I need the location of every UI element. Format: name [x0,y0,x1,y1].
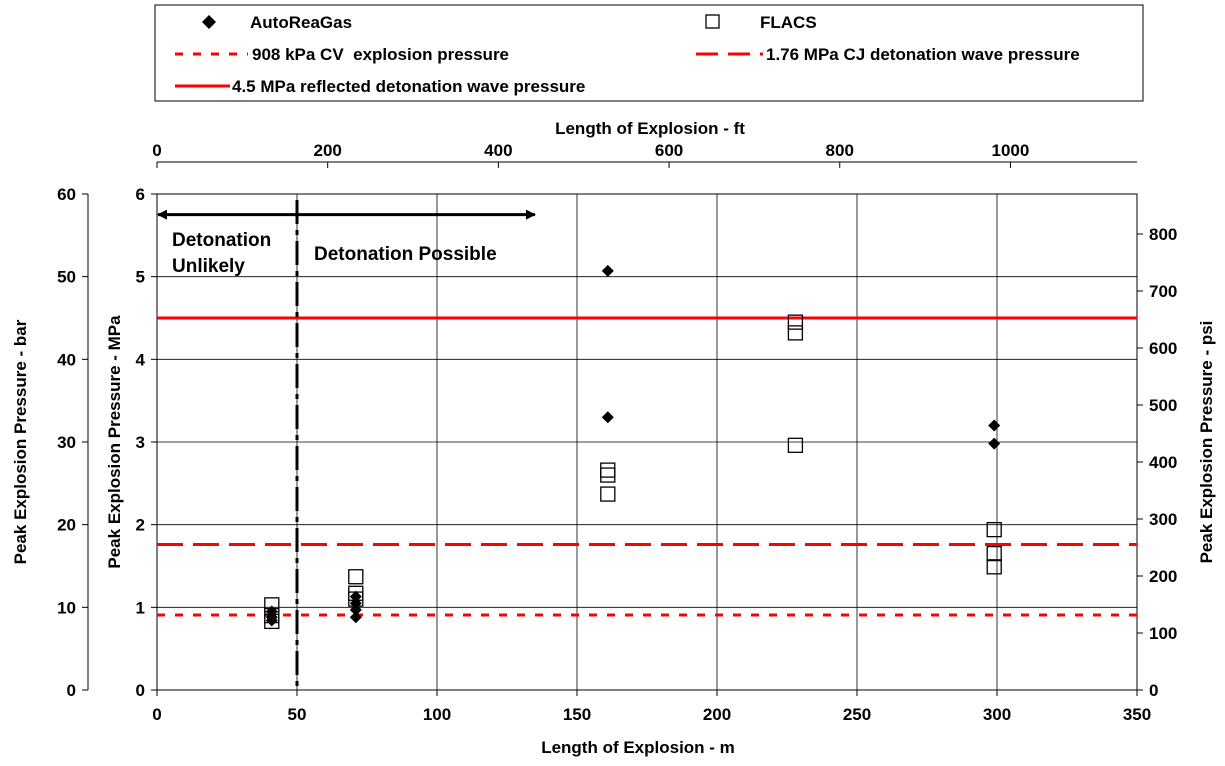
data-point-flacs [986,559,1002,575]
data-point-flacs [264,613,280,630]
data-point-autoreagas [349,611,362,624]
data-point-autoreagas [349,603,362,616]
y-axis-title-mpa: Peak Explosion Pressure - MPa [105,315,124,569]
data-point-flacs [348,569,364,585]
x-tick-label: 100 [423,705,451,724]
data-point-flacs [787,437,804,453]
data-point-autoreagas [988,437,1001,450]
x-tick-label: 50 [288,705,307,724]
x-tick-label: 0 [152,705,161,724]
y-tick-label-bar: 50 [57,268,76,287]
x2-tick-label: 200 [313,141,341,160]
legend-label-cj: 1.76 MPa CJ detonation wave pressure [766,45,1080,64]
y-tick-label-psi: 200 [1149,567,1177,586]
x-tick-label: 200 [703,705,731,724]
x-tick-label: 150 [563,705,591,724]
y-tick-label-mpa: 4 [136,350,146,369]
data-point-flacs [264,597,280,613]
y-axis-title-psi: Peak Explosion Pressure - psi [1197,321,1216,564]
x-tick-label: 300 [983,705,1011,724]
data-point-autoreagas [988,419,1001,432]
grid [82,161,1143,696]
x2-tick-label: 400 [484,141,512,160]
y-tick-label-mpa: 3 [136,433,145,452]
x2-tick-label: 800 [826,141,854,160]
y-tick-label-bar: 20 [57,516,76,535]
y-tick-label-mpa: 5 [136,268,145,287]
x2-tick-label: 600 [655,141,683,160]
plot-frame [156,193,1138,691]
legend-frame [154,4,1144,102]
y-tick-label-psi: 0 [1149,681,1158,700]
data-point-flacs [986,545,1002,562]
data-point-autoreagas [349,590,362,603]
y-tick-label-bar: 0 [67,681,76,700]
annotation-detonation-possible: Detonation Possible [314,244,497,265]
y-tick-label-bar: 10 [57,598,76,617]
data-points [264,264,1002,630]
legend: AutoReaGas FLACS 908 kPa CV explosion pr… [154,4,1144,102]
reference-lines [157,200,1137,690]
annotation-detonation-unlikely-2: Unlikely [172,256,245,277]
data-point-flacs [787,325,804,341]
annotation-detonation-unlikely-1: Detonation [172,230,271,251]
data-point-autoreagas [265,614,278,627]
x2-tick-label: 0 [152,141,161,160]
y-tick-label-mpa: 6 [136,185,145,204]
data-point-flacs [600,462,616,478]
y-tick-label-bar: 30 [57,433,76,452]
legend-marker-autoreagas [202,15,216,29]
y-tick-label-psi: 100 [1149,624,1177,643]
y-tick-label-mpa: 2 [136,516,145,535]
y-tick-label-psi: 800 [1149,225,1177,244]
data-point-autoreagas [601,411,614,424]
y-tick-label-psi: 600 [1149,339,1177,358]
x2-axis-title: Length of Explosion - ft [555,119,745,138]
legend-label-autoreagas: AutoReaGas [250,13,352,32]
data-point-flacs [787,314,804,330]
x-axis-title: Length of Explosion - m [541,738,735,757]
y-tick-label-bar: 40 [57,350,76,369]
y-tick-label-psi: 400 [1149,453,1177,472]
legend-marker-flacs [705,14,720,29]
data-point-flacs [600,486,616,502]
x-tick-label: 250 [843,705,871,724]
data-point-flacs [600,467,616,483]
y-tick-label-psi: 500 [1149,396,1177,415]
x2-tick-label: 1000 [992,141,1030,160]
data-point-flacs [348,591,364,607]
y-tick-label-mpa: 1 [136,598,145,617]
y-tick-label-psi: 300 [1149,510,1177,529]
y-tick-label-bar: 60 [57,185,76,204]
x-tick-label: 350 [1123,705,1151,724]
data-point-flacs [986,521,1002,538]
legend-label-cv: 908 kPa CV explosion pressure [252,45,509,64]
y-tick-label-psi: 700 [1149,282,1177,301]
data-point-autoreagas [601,264,614,277]
y-axis-title-bar: Peak Explosion Pressure - bar [11,319,30,564]
legend-label-reflected: 4.5 MPa reflected detonation wave pressu… [232,77,585,96]
legend-label-flacs: FLACS [760,13,817,32]
y-tick-label-mpa: 0 [136,681,145,700]
